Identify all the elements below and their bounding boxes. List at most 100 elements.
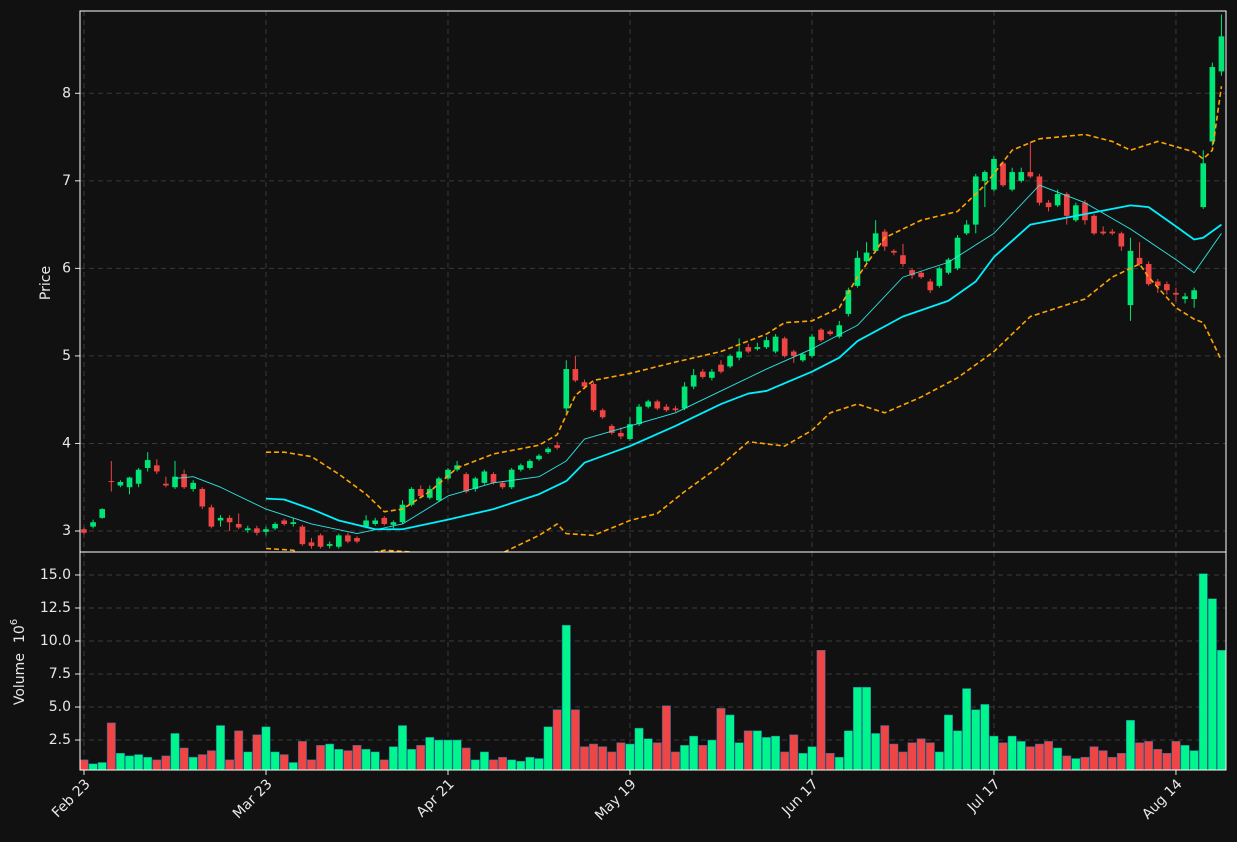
candle-body: [954, 237, 961, 269]
volume-bar: [843, 730, 853, 770]
candle-body: [363, 520, 369, 527]
volume-tick-label: 7.5: [49, 666, 71, 682]
volume-bar: [461, 747, 471, 770]
candle-body: [1027, 172, 1034, 177]
x-tick-label: Jun 17: [778, 776, 821, 819]
candle-body: [536, 455, 542, 460]
volume-bar: [944, 714, 953, 770]
candle-body: [144, 460, 151, 468]
volume-bar: [443, 739, 453, 770]
candle-body: [126, 477, 133, 488]
candle-body: [599, 410, 606, 418]
x-tick-label: Jul 17: [964, 776, 1004, 816]
volume-bar: [1089, 746, 1099, 770]
candle-body: [936, 268, 943, 286]
volume-bar: [407, 749, 417, 770]
candle-body: [90, 522, 96, 527]
candle-body: [1209, 67, 1216, 142]
candle-body: [972, 176, 979, 225]
volume-bar: [97, 762, 107, 770]
x-tick-label: Feb 23: [49, 776, 94, 821]
volume-bar: [552, 709, 562, 770]
candle-body: [190, 482, 197, 489]
candle-body: [1100, 231, 1106, 234]
volume-bar: [1144, 741, 1154, 770]
candle-body: [499, 482, 506, 488]
candle-body: [208, 507, 215, 527]
candle-body: [235, 523, 242, 528]
volume-bar: [143, 756, 153, 770]
volume-bar: [980, 704, 990, 770]
volume-bar: [661, 705, 671, 770]
volume-bar: [671, 751, 680, 770]
volume-bar: [780, 751, 790, 770]
volume-bar: [607, 751, 617, 770]
volume-bar: [470, 759, 480, 770]
candle-body: [372, 520, 379, 524]
candle-body: [790, 351, 797, 356]
volume-bar: [1135, 742, 1144, 770]
candle-body: [663, 406, 670, 411]
volume-bar: [543, 726, 553, 770]
candle-body: [572, 369, 579, 381]
candle-body: [281, 520, 288, 524]
volume-panel: [80, 573, 1226, 770]
volume-bar: [179, 747, 189, 770]
volume-bar: [197, 754, 207, 770]
candle-body: [627, 424, 633, 440]
volume-bar: [361, 749, 371, 770]
candle-body: [1073, 205, 1079, 221]
volume-bar: [479, 751, 489, 770]
volume-bar: [261, 726, 271, 770]
volume-bar: [1025, 746, 1035, 770]
candle-body: [563, 369, 570, 409]
volume-bar: [88, 763, 98, 770]
volume-bar: [1062, 755, 1072, 770]
volume-bar: [953, 730, 962, 770]
candle-body: [108, 481, 115, 483]
candle-body: [754, 347, 761, 349]
volume-bar: [561, 624, 571, 770]
candle-body: [508, 469, 515, 488]
volume-bar: [625, 743, 635, 770]
volume-bar: [1016, 741, 1026, 770]
candle-body: [517, 465, 524, 470]
x-tick-label: Mar 23: [230, 776, 276, 822]
volume-bar: [352, 745, 362, 770]
candle-body: [1145, 263, 1152, 285]
candle-body: [436, 478, 442, 501]
candle-body: [254, 528, 260, 533]
volume-bar: [161, 755, 171, 770]
candle-body: [181, 474, 187, 488]
volume-bar: [516, 760, 526, 770]
volume-bar: [370, 751, 380, 770]
candle-body: [945, 259, 952, 273]
volume-bar: [489, 759, 498, 770]
price-panel: [81, 14, 1225, 552]
volume-bar: [106, 722, 116, 770]
volume-bar: [1180, 745, 1190, 770]
volume-bar: [534, 758, 544, 770]
candle-body: [472, 478, 479, 489]
candle-body: [244, 528, 251, 531]
volume-bar: [998, 742, 1008, 770]
volume-bar: [971, 709, 981, 770]
volume-bar: [816, 649, 826, 770]
volume-bar: [416, 745, 426, 770]
candle-body: [872, 233, 879, 251]
candle-body: [490, 474, 497, 483]
candle-body: [426, 488, 433, 498]
candle-body: [991, 158, 997, 190]
volume-frame: [79, 551, 1227, 771]
candle-body: [927, 281, 934, 291]
volume-bar: [115, 752, 125, 770]
volume-bar: [507, 759, 517, 770]
volume-bar: [1080, 756, 1090, 770]
volume-bar: [907, 742, 917, 770]
volume-bar: [743, 730, 753, 770]
volume-bar: [297, 741, 307, 770]
candle-body: [745, 347, 752, 352]
y-tick-label: 6: [62, 260, 71, 276]
volume-bar: [525, 756, 535, 770]
volume-bar: [1071, 758, 1081, 770]
